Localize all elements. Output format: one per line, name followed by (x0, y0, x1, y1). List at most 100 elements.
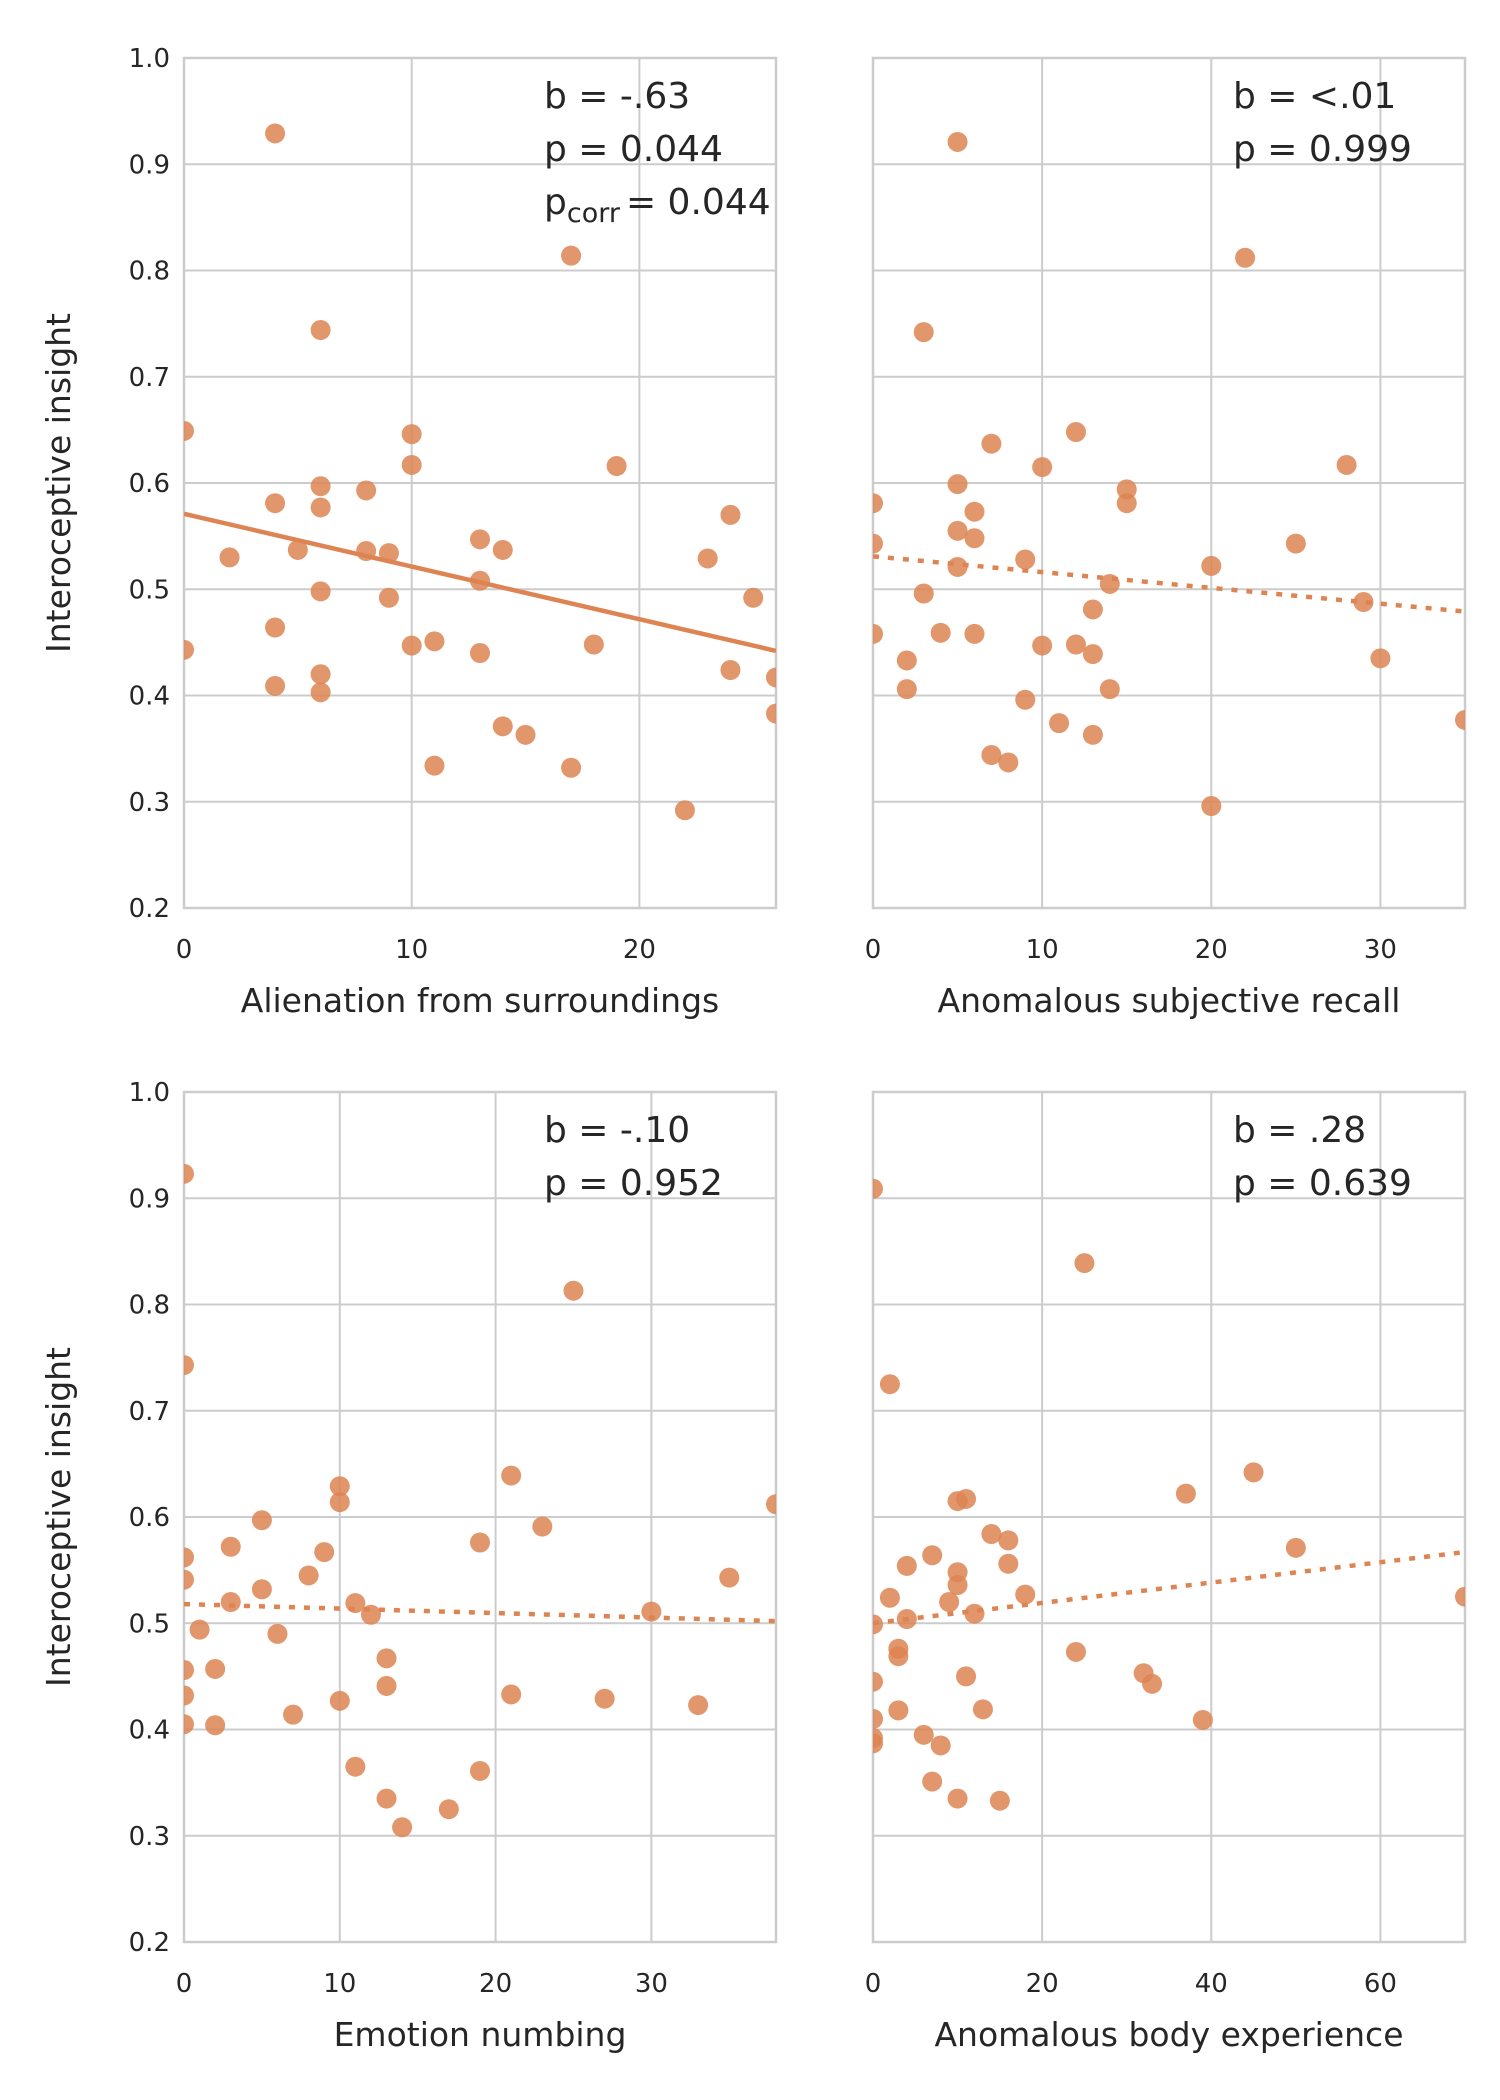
plot-frame (182, 1090, 778, 1944)
data-point (424, 631, 445, 652)
data-point (888, 1700, 909, 1721)
x-tick-label: 10 (323, 1969, 356, 1999)
y-tick-label: 0.2 (129, 894, 170, 924)
data-point (1032, 635, 1053, 656)
data-point (1285, 533, 1306, 554)
annotation-b: b = <.01 (1233, 76, 1396, 117)
data-point (964, 1603, 985, 1624)
x-tick-label: 10 (1026, 935, 1059, 965)
data-point (981, 1524, 1002, 1544)
x-tick-label: 20 (1195, 935, 1228, 965)
data-point (298, 1565, 319, 1586)
data-point (964, 528, 985, 549)
data-point (922, 1545, 943, 1566)
data-point (310, 682, 331, 703)
data-point (688, 1695, 709, 1716)
data-point (265, 123, 286, 144)
data-point (310, 664, 331, 685)
data-point (913, 583, 934, 604)
data-point (220, 1592, 241, 1612)
data-point (873, 533, 883, 554)
data-point (1015, 549, 1036, 570)
points-group (184, 123, 776, 821)
data-point (641, 1601, 662, 1622)
data-point (345, 1756, 366, 1777)
data-point (265, 493, 286, 514)
data-point (1099, 679, 1120, 700)
x-axis-label: Emotion numbing (334, 2015, 627, 2054)
plot-frame (182, 56, 778, 910)
data-point (896, 1555, 917, 1576)
data-point (947, 131, 968, 152)
annotation-p: p = 0.044 (544, 129, 723, 170)
panel-body: 0 20 40 60 Anomalous body experience b = .28 p… (865, 1090, 1467, 2054)
y-tick-label: 0.7 (129, 363, 170, 393)
data-point (896, 650, 917, 671)
data-point (873, 1733, 883, 1754)
data-point (184, 420, 194, 441)
data-point (1065, 422, 1086, 442)
data-point (251, 1579, 272, 1600)
data-point (470, 643, 490, 663)
data-point (184, 1660, 194, 1680)
data-point (964, 501, 985, 522)
data-point (329, 1476, 350, 1497)
data-point (947, 556, 968, 577)
data-point (1455, 709, 1465, 730)
data-point (766, 667, 776, 688)
data-point (470, 529, 490, 550)
y-axis-label: Interoceptive insight (39, 1347, 78, 1687)
data-point (989, 1790, 1010, 1811)
data-point (392, 1817, 413, 1838)
data-point (1099, 573, 1120, 594)
data-point (1049, 713, 1070, 734)
data-point (345, 1593, 366, 1614)
data-point (515, 724, 536, 745)
data-point (947, 1788, 968, 1809)
data-point (184, 1547, 194, 1568)
annotation-pcorr: pcorr = 0.044 (544, 182, 771, 229)
y-tick-label: 1.0 (129, 44, 170, 74)
data-point (720, 660, 741, 680)
data-point (896, 1609, 917, 1629)
data-point (947, 520, 968, 541)
y-tick-label: 0.5 (129, 575, 170, 605)
data-point (1201, 555, 1222, 576)
data-point (594, 1688, 615, 1709)
data-point (947, 1575, 968, 1595)
data-point (888, 1646, 909, 1667)
data-point (1353, 592, 1374, 612)
data-point (310, 320, 331, 340)
data-point (360, 1604, 381, 1625)
y-tick-label: 0.9 (129, 150, 170, 180)
data-point (329, 1492, 350, 1513)
panel-alienation: 0.2 0.3 0.4 0.5 0.6 0.7 0.8 0.9 1.0 0 10 20 Alienati… (39, 44, 778, 1020)
data-point (401, 424, 422, 445)
data-point (220, 1536, 241, 1557)
data-point (265, 675, 286, 696)
data-point (1015, 1584, 1036, 1605)
y-tick-label: 0.2 (129, 1928, 170, 1958)
data-point (267, 1623, 288, 1644)
data-point (219, 547, 240, 568)
data-point (719, 1567, 740, 1588)
data-point (438, 1799, 459, 1820)
data-point (492, 716, 513, 737)
data-point (310, 581, 331, 602)
data-point (873, 623, 883, 644)
data-point (873, 1178, 883, 1199)
data-point (981, 433, 1002, 454)
x-tick-label: 20 (479, 1969, 512, 1999)
data-point (1285, 1537, 1306, 1558)
data-point (879, 1587, 900, 1608)
data-point (913, 322, 934, 343)
y-tick-label: 0.6 (129, 1503, 170, 1533)
data-point (720, 504, 741, 525)
plot-frame (871, 1090, 1467, 1944)
data-point (1235, 247, 1256, 268)
data-point (998, 1530, 1019, 1551)
x-axis-label: Anomalous subjective recall (938, 981, 1401, 1020)
data-point (873, 1708, 883, 1729)
data-point (356, 480, 377, 501)
